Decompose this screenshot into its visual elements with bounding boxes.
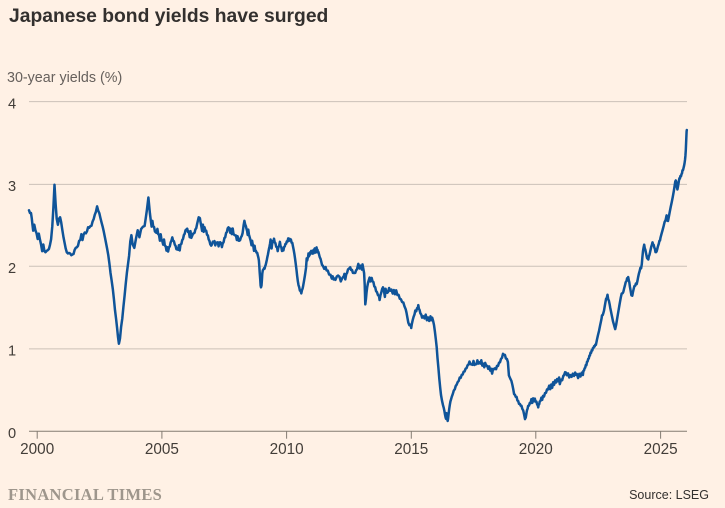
svg-text:0: 0	[8, 426, 16, 442]
svg-text:2015: 2015	[394, 441, 428, 458]
svg-text:2020: 2020	[519, 441, 553, 458]
svg-text:2005: 2005	[145, 441, 179, 458]
svg-text:1: 1	[8, 344, 16, 360]
svg-text:3: 3	[8, 179, 16, 195]
svg-text:4: 4	[8, 96, 16, 112]
svg-text:2: 2	[8, 261, 16, 277]
svg-text:2000: 2000	[20, 441, 54, 458]
svg-text:2025: 2025	[644, 441, 678, 458]
svg-text:2010: 2010	[270, 441, 304, 458]
